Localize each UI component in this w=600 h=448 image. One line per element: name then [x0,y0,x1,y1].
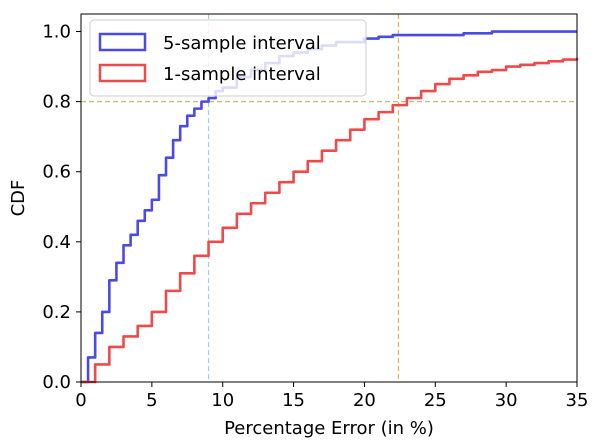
y-tick-label: 1.0 [42,22,71,43]
legend-label-1-sample: 1-sample interval [163,64,321,85]
legend: 5-sample interval 1-sample interval [89,19,367,97]
reference-lines [81,14,577,382]
legend-label-5-sample: 5-sample interval [163,33,321,54]
x-axis: 0 5 10 15 20 25 30 35 [75,382,588,411]
plot-frame [80,13,578,383]
x-tick-label: 15 [282,390,305,411]
x-axis-label: Percentage Error (in %) [224,418,434,439]
legend-swatch-1-sample [98,63,147,83]
y-tick-label: 0.2 [42,302,71,323]
legend-box [89,19,367,97]
y-tick-label: 0.0 [42,372,71,393]
y-tick-label: 0.8 [42,92,71,113]
y-tick-label: 0.6 [42,162,71,183]
series-line-1-sample [81,57,579,384]
x-tick-label: 5 [146,390,157,411]
x-tick-label: 30 [495,390,518,411]
y-axis: 0.0 0.2 0.4 0.6 0.8 1.0 [42,22,81,393]
x-tick-label: 10 [211,390,234,411]
x-tick-label: 0 [75,390,86,411]
legend-swatch-5-sample [98,32,147,52]
y-tick-label: 0.4 [42,232,71,253]
x-tick-label: 25 [424,390,447,411]
y-axis-label: CDF [8,180,29,217]
x-tick-label: 20 [353,390,376,411]
x-tick-label: 35 [566,390,589,411]
